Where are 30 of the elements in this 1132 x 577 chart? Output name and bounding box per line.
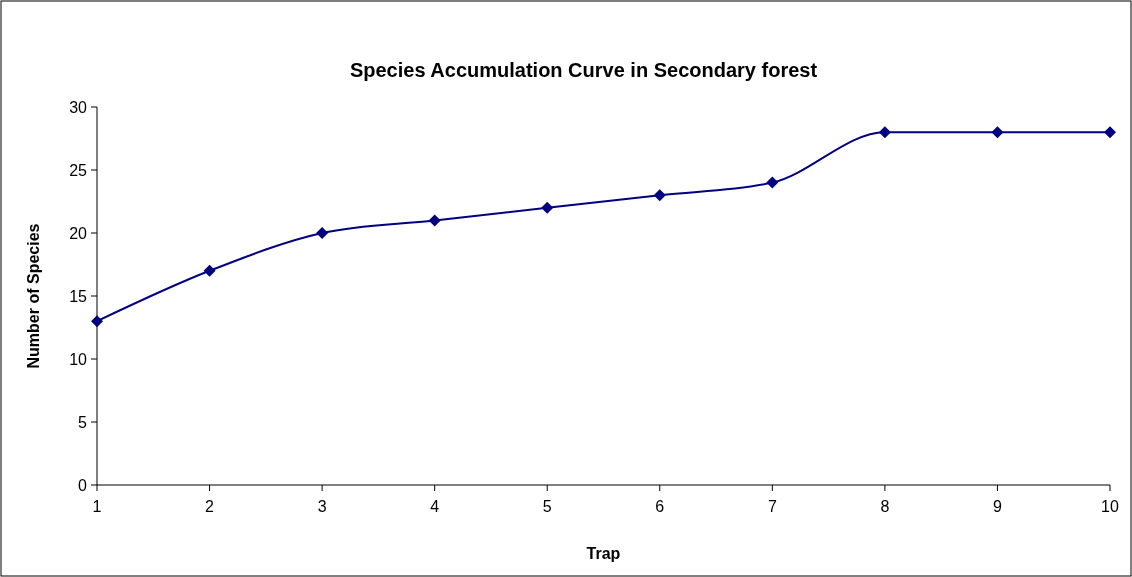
y-tick-label: 10 bbox=[69, 351, 88, 368]
point bbox=[428, 214, 441, 227]
y-tick-label: 30 bbox=[69, 99, 88, 116]
y-tick-label: 5 bbox=[78, 414, 88, 431]
y-axis-title: Number of Species bbox=[25, 223, 42, 369]
y-tick-label: 20 bbox=[69, 225, 88, 242]
point bbox=[541, 201, 554, 214]
x-tick-label: 3 bbox=[317, 498, 327, 515]
x-tick-label: 9 bbox=[992, 498, 1002, 515]
point bbox=[316, 227, 329, 239]
y-tick-label: 0 bbox=[78, 477, 88, 494]
point bbox=[766, 176, 779, 189]
chart-title: Species Accumulation Curve in Secondary forest bbox=[349, 59, 818, 81]
point bbox=[991, 126, 1004, 139]
x-tick-label: 7 bbox=[767, 498, 777, 515]
x-tick-label: 2 bbox=[205, 498, 215, 515]
y-tick-label: 25 bbox=[69, 162, 88, 179]
point bbox=[878, 126, 891, 139]
x-tick-label: 10 bbox=[1101, 498, 1119, 515]
x-tick-label: 4 bbox=[430, 498, 440, 515]
x-tick-label: 6 bbox=[655, 498, 665, 515]
x-tick-label: 5 bbox=[542, 498, 552, 515]
x-tick-label: 8 bbox=[880, 498, 890, 515]
x-axis-title: Trap bbox=[586, 545, 621, 562]
x-tick-label: 1 bbox=[92, 498, 102, 515]
point bbox=[91, 315, 103, 328]
point bbox=[653, 189, 666, 202]
y-tick-label: 15 bbox=[69, 288, 88, 305]
point bbox=[1104, 126, 1116, 139]
point bbox=[203, 264, 216, 277]
